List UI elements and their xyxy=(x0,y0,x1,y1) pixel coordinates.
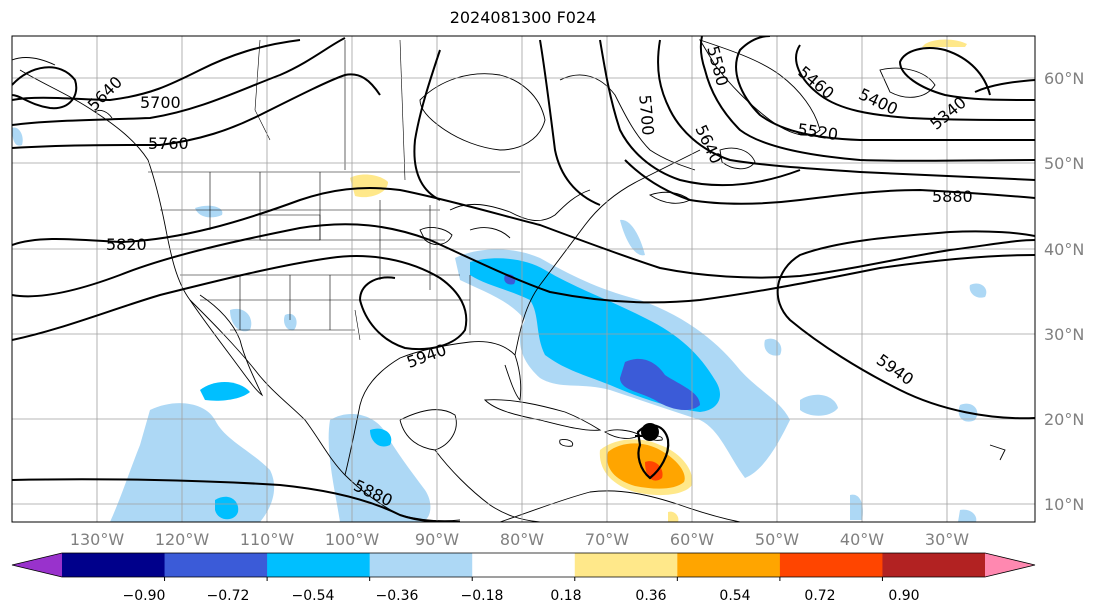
lon-label: 30°W xyxy=(925,530,969,549)
lon-label: 120°W xyxy=(155,530,210,549)
colorbar-extend-low xyxy=(12,553,62,577)
colorbar-tick-label: 0.54 xyxy=(719,588,750,604)
colorbar-tick-label: −0.18 xyxy=(461,588,504,604)
map-title: 2024081300 F024 xyxy=(449,8,597,27)
neg-anomaly-strong xyxy=(620,358,700,411)
colorbar-extend-high xyxy=(985,553,1035,577)
colorbar-segment xyxy=(574,553,678,577)
colorbar-segment xyxy=(369,553,473,577)
contour-label: 5700 xyxy=(635,94,657,136)
lat-label: 10°N xyxy=(1044,495,1084,514)
lon-label: 60°W xyxy=(670,530,714,549)
colorbar-tick-label: −0.72 xyxy=(207,588,250,604)
colorbar xyxy=(11,552,1036,581)
contour-label: 5880 xyxy=(932,187,973,206)
map-area: 5640 5700 5760 5820 5940 5880 5580 5700 … xyxy=(12,36,1035,522)
height-contours xyxy=(12,36,1035,522)
lon-label: 130°W xyxy=(70,530,125,549)
colorbar-tick-label: 0.90 xyxy=(888,588,919,604)
lat-label: 20°N xyxy=(1044,410,1084,429)
colorbar-tick-label: −0.90 xyxy=(123,588,166,604)
lat-label: 60°N xyxy=(1044,69,1084,88)
contour-label: 5760 xyxy=(148,134,189,153)
lon-label: 100°W xyxy=(325,530,380,549)
graticule xyxy=(12,36,1035,522)
lon-label: 50°W xyxy=(755,530,799,549)
pacific-neg-patch xyxy=(110,403,275,522)
map-frame xyxy=(11,35,1036,523)
colorbar-segment xyxy=(62,553,166,577)
colorbar-tick-label: −0.54 xyxy=(292,588,335,604)
colorbar-segment xyxy=(779,553,883,577)
colorbar-segment xyxy=(267,553,371,577)
lon-label: 70°W xyxy=(585,530,629,549)
storm-center-marker xyxy=(641,423,659,441)
latitude-labels: 60°N 50°N 40°N 30°N 20°N 10°N xyxy=(1044,69,1084,514)
lon-label: 90°W xyxy=(415,530,459,549)
colorbar-tick-label: 0.36 xyxy=(635,588,666,604)
colorbar-tick-labels: −0.90 −0.72 −0.54 −0.36 −0.18 0.18 0.36 … xyxy=(123,588,920,604)
colorbar-outline xyxy=(11,552,1036,578)
colorbar-segment xyxy=(677,553,781,577)
colorbar-tick-label: 0.72 xyxy=(804,588,835,604)
colorbar-tick-label: 0.18 xyxy=(550,588,581,604)
lat-label: 30°N xyxy=(1044,325,1084,344)
pos-anomaly-strong xyxy=(645,461,663,481)
lon-label: 40°W xyxy=(840,530,884,549)
lon-label: 110°W xyxy=(240,530,295,549)
lon-label: 80°W xyxy=(500,530,544,549)
contour-label: 5700 xyxy=(140,93,181,112)
colorbar-tick-label: −0.36 xyxy=(376,588,419,604)
coastlines xyxy=(12,39,1006,522)
colorbar-segment xyxy=(882,553,986,577)
lat-label: 40°N xyxy=(1044,240,1084,259)
colorbar-segment xyxy=(164,553,268,577)
longitude-labels: 130°W 120°W 110°W 100°W 90°W 80°W 70°W 6… xyxy=(70,530,969,549)
colorbar-segment xyxy=(472,553,576,577)
contour-label: 5820 xyxy=(106,235,147,254)
lat-label: 50°N xyxy=(1044,154,1084,173)
political-borders xyxy=(148,39,520,341)
